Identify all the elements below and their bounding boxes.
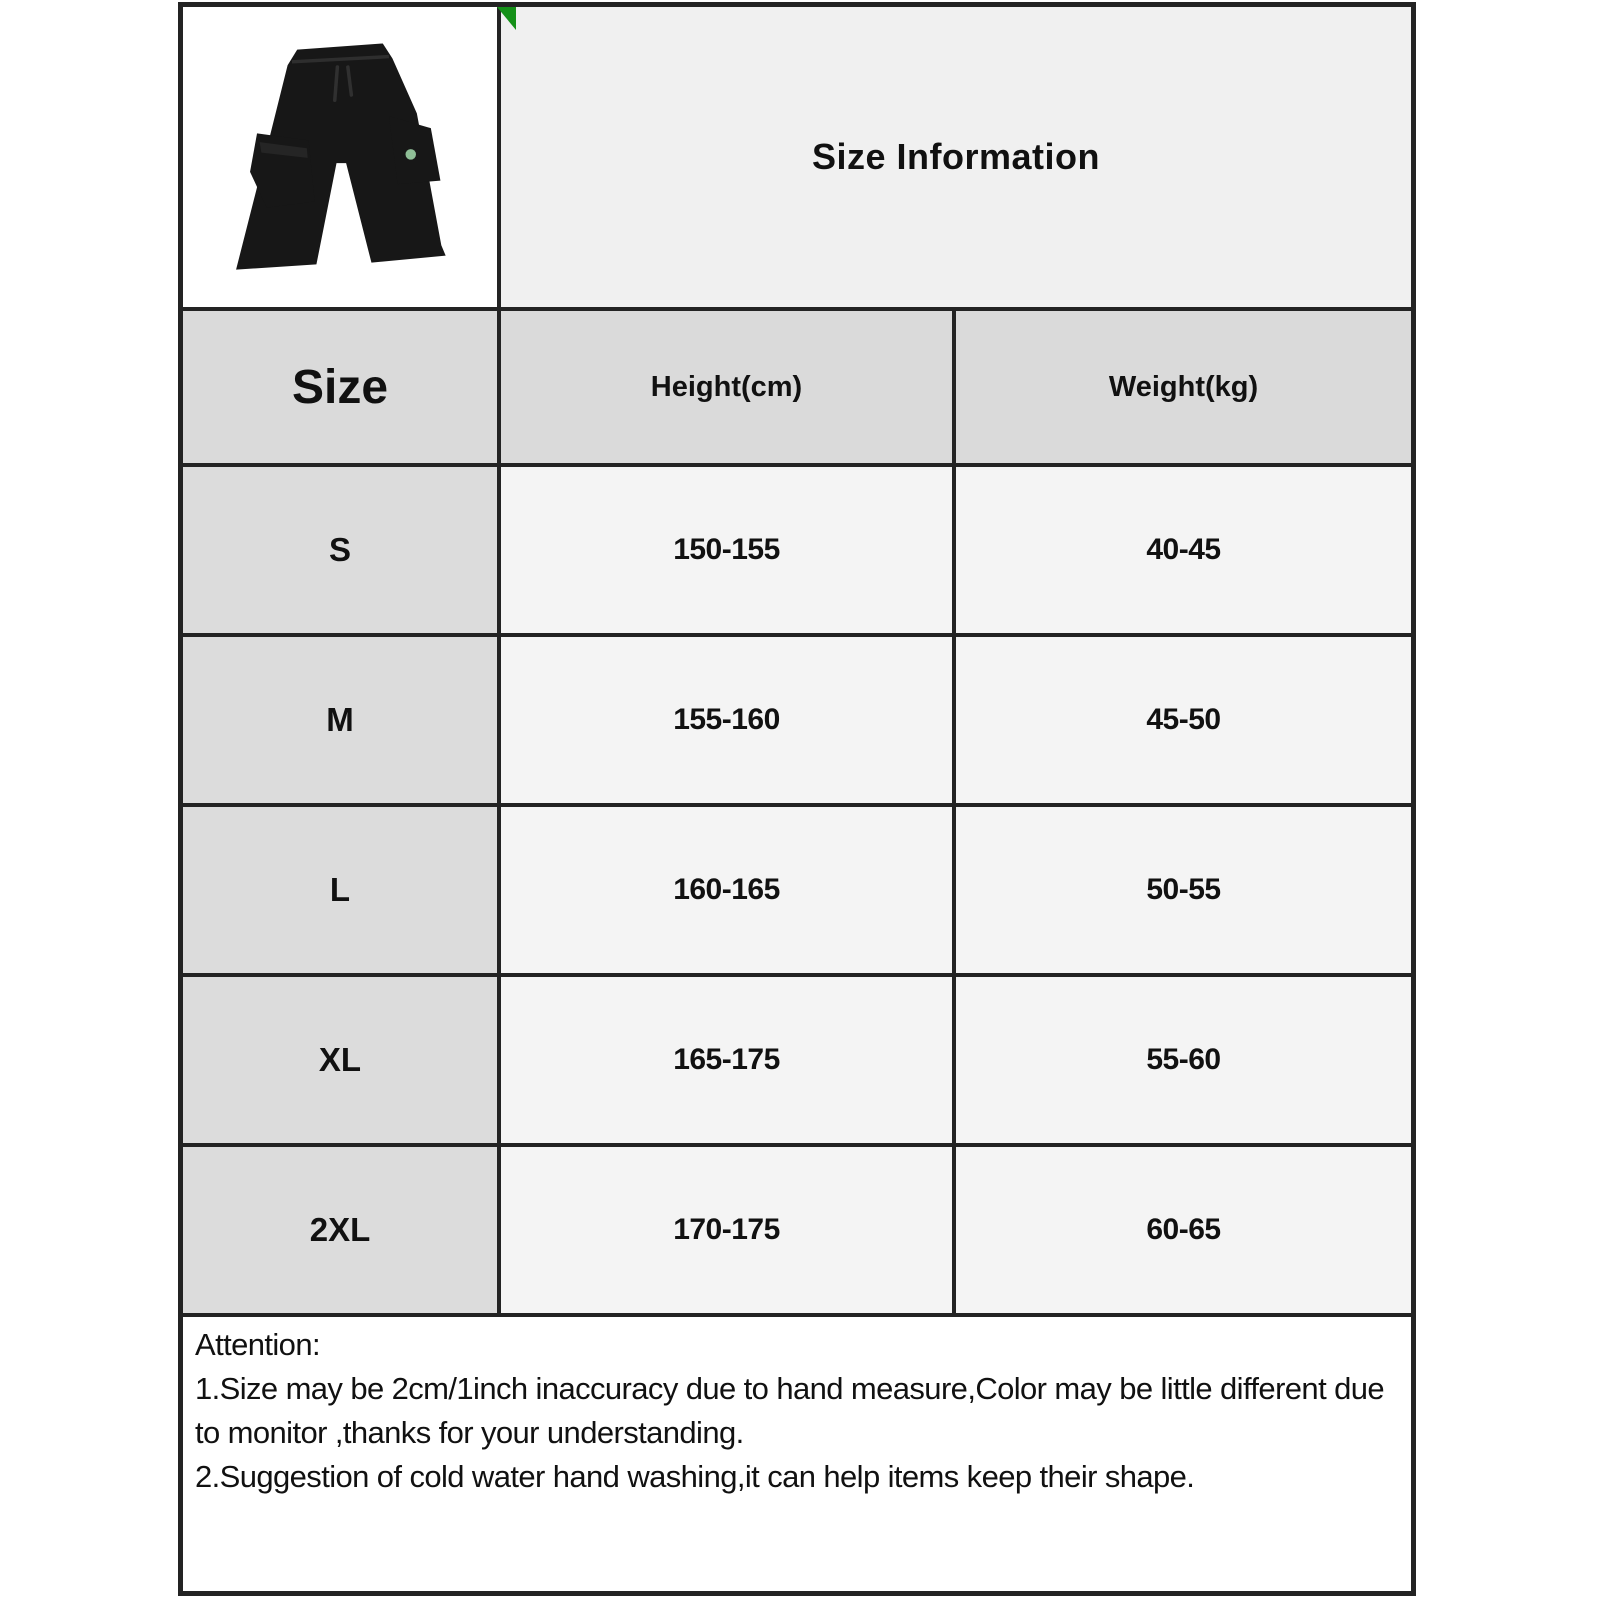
row-m-height-value: 155-160 [501, 637, 952, 803]
row-m-size-label: M [183, 637, 497, 803]
product-photo-cell [183, 7, 497, 307]
column-header-weight: Weight(kg) [956, 311, 1411, 463]
size-chart-table: Size Information Size Height(cm) Weight(… [178, 2, 1416, 1596]
column-header-size: Size [183, 311, 497, 463]
row-xl-weight-value: 55-60 [956, 977, 1411, 1143]
cell-corner-marker-icon [497, 7, 516, 30]
row-xl-size-label: XL [183, 977, 497, 1143]
cargo-pants-image [236, 43, 446, 270]
attention-heading: Attention: [195, 1327, 321, 1362]
row-2xl-size-label: 2XL [183, 1147, 497, 1313]
attention-note-2: 2.Suggestion of cold water hand washing,… [195, 1459, 1195, 1495]
row-s-height-value: 150-155 [501, 467, 952, 633]
row-2xl-weight-value: 60-65 [956, 1147, 1411, 1313]
attention-note: Attention: 1.Size may be 2cm/1inch inacc… [183, 1317, 1411, 1591]
row-l-size-label: L [183, 807, 497, 973]
row-l-weight-value: 50-55 [956, 807, 1411, 973]
column-header-height: Height(cm) [501, 311, 952, 463]
row-2xl-height-value: 170-175 [501, 1147, 952, 1313]
row-s-size-label: S [183, 467, 497, 633]
page-title: Size Information [811, 136, 1101, 177]
attention-note-1: 1.Size may be 2cm/1inch inaccuracy due t… [195, 1371, 1385, 1451]
row-xl-height-value: 165-175 [501, 977, 952, 1143]
row-s-weight-value: 40-45 [956, 467, 1411, 633]
title-cell: Size Information [497, 7, 1411, 307]
row-l-height-value: 160-165 [501, 807, 952, 973]
row-m-weight-value: 45-50 [956, 637, 1411, 803]
